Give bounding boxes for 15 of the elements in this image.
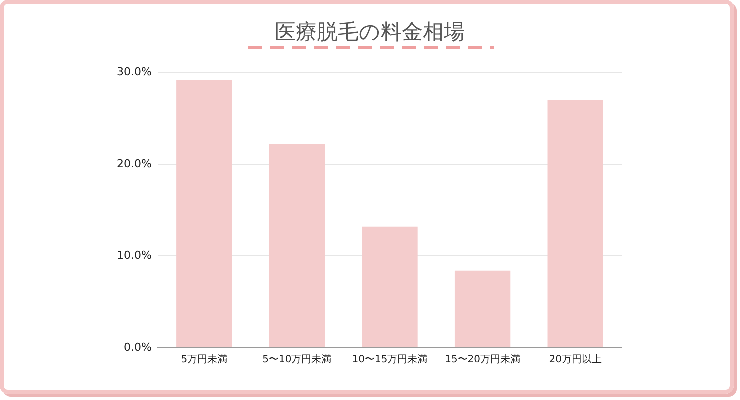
x-tick-label: 5〜10万円未満 — [262, 354, 332, 366]
y-tick-label: 10.0% — [117, 249, 152, 262]
y-tick-label: 30.0% — [117, 65, 152, 78]
bar — [269, 144, 326, 348]
y-tick-label: 20.0% — [117, 157, 152, 170]
x-tick-label: 10〜15万円未満 — [352, 354, 428, 366]
x-tick-label: 20万円以上 — [549, 354, 602, 366]
bar — [454, 270, 511, 348]
bar — [362, 226, 418, 348]
chart-title: 医療脱毛の料金相場 — [274, 19, 466, 45]
y-tick-label: 0.0% — [124, 340, 152, 354]
x-tick-label: 5万円未満 — [181, 354, 228, 366]
bar — [548, 100, 604, 348]
x-tick-label: 15〜20万円未満 — [445, 354, 521, 366]
bar — [176, 80, 232, 348]
